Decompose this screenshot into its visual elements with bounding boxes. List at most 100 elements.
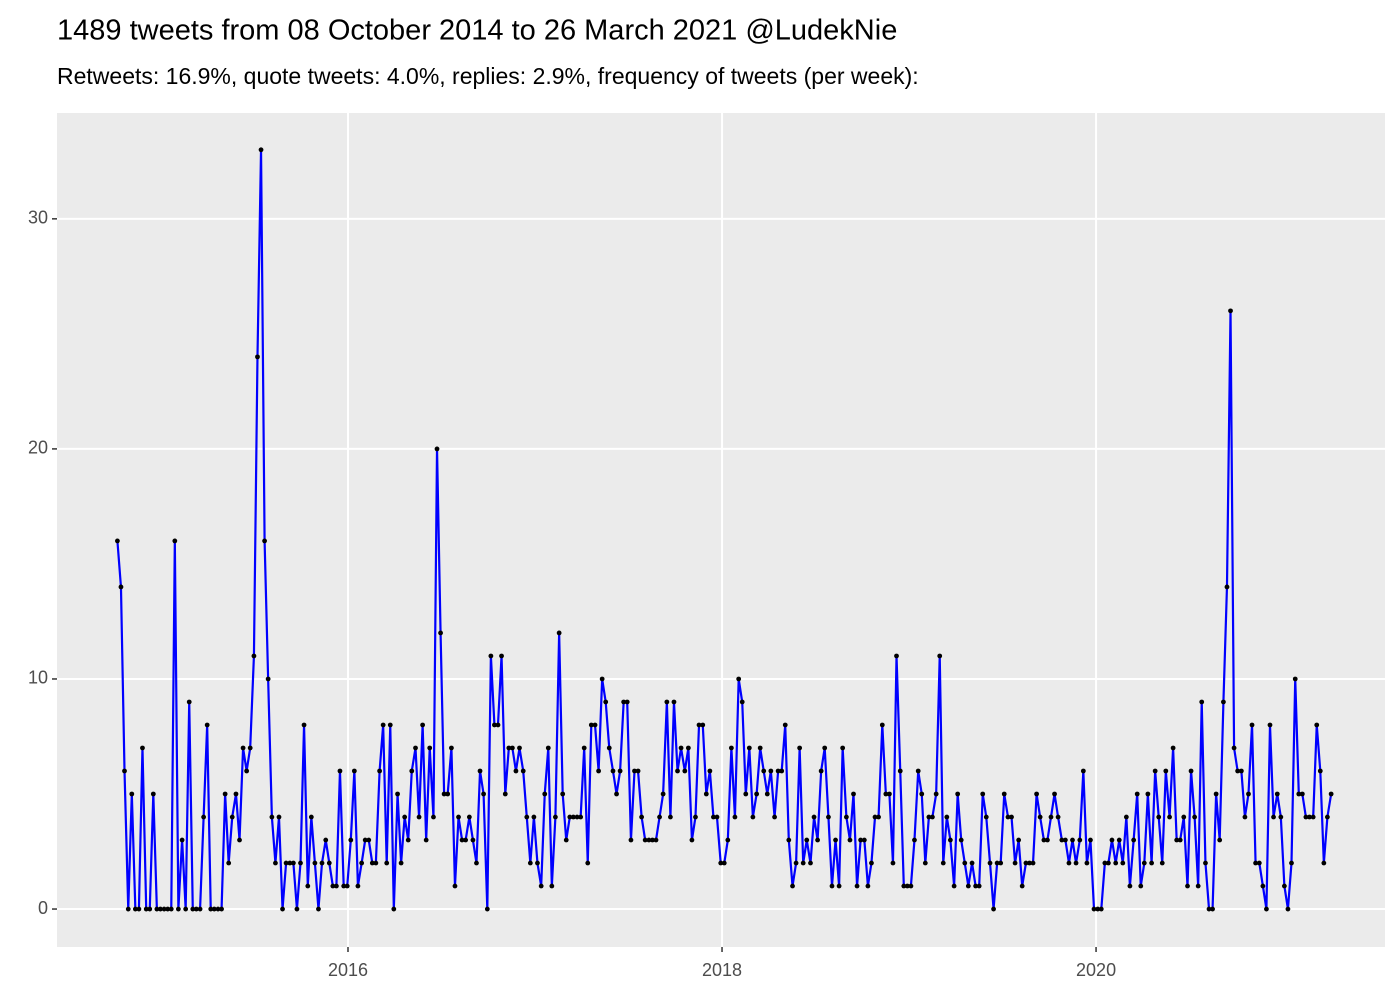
data-point (1145, 791, 1151, 797)
data-point (1206, 906, 1212, 912)
data-point (492, 722, 497, 728)
data-point (506, 745, 512, 751)
data-point (499, 653, 504, 659)
data-point (484, 906, 490, 912)
data-point (125, 906, 131, 912)
data-point (445, 791, 451, 797)
data-point (273, 860, 278, 866)
data-point (617, 768, 623, 774)
data-point (764, 791, 770, 797)
data-point (624, 699, 630, 705)
data-point (172, 538, 178, 544)
data-point (1152, 768, 1158, 774)
data-point (1005, 814, 1011, 820)
data-point (951, 883, 957, 889)
data-point (240, 745, 246, 751)
x-tick-label: 2018 (702, 960, 742, 980)
data-point (926, 814, 932, 820)
data-point (416, 814, 422, 820)
data-point (775, 768, 781, 774)
data-point (384, 860, 390, 866)
x-tick-label: 2016 (328, 960, 368, 980)
data-point (168, 906, 174, 912)
data-point (718, 860, 724, 866)
data-point (219, 906, 224, 912)
data-point (919, 791, 925, 797)
data-point (894, 653, 899, 659)
data-point (283, 860, 289, 866)
data-point (829, 883, 835, 889)
data-point (1012, 860, 1018, 866)
data-point (1213, 791, 1219, 797)
data-point (312, 860, 318, 866)
data-point (201, 814, 207, 820)
data-point (434, 446, 440, 452)
data-point (229, 814, 235, 820)
data-point (542, 791, 548, 797)
data-point (1109, 837, 1115, 843)
data-point (879, 722, 885, 728)
data-point (132, 906, 138, 912)
data-point (380, 722, 386, 728)
data-point (1048, 814, 1054, 820)
data-point (897, 768, 903, 774)
data-point (818, 768, 824, 774)
data-point (1034, 791, 1039, 797)
data-point (549, 883, 555, 889)
data-point (456, 814, 461, 820)
data-point (237, 837, 242, 843)
data-point (466, 814, 472, 820)
data-point (635, 768, 641, 774)
data-point (621, 699, 627, 705)
data-point (204, 722, 210, 728)
data-point (1163, 768, 1169, 774)
data-point (262, 538, 267, 544)
data-point (836, 883, 842, 889)
data-point (1321, 860, 1327, 866)
data-point (1256, 860, 1262, 866)
data-point (488, 653, 494, 659)
data-point (851, 791, 856, 797)
data-point (969, 860, 975, 866)
data-point (427, 745, 433, 751)
data-point (650, 837, 655, 843)
data-point (671, 699, 677, 705)
data-point (639, 814, 645, 820)
data-point (1170, 745, 1176, 751)
data-point (1077, 837, 1083, 843)
data-point (646, 837, 652, 843)
data-point (158, 906, 163, 912)
data-point (1084, 860, 1090, 866)
data-point (391, 906, 397, 912)
data-point (1181, 814, 1187, 820)
data-point (632, 768, 637, 774)
chart-subtitle: Retweets: 16.9%, quote tweets: 4.0%, rep… (57, 63, 919, 89)
data-point (524, 814, 530, 820)
data-point (994, 860, 1000, 866)
data-point (1238, 768, 1244, 774)
data-point (244, 768, 250, 774)
data-point (725, 837, 731, 843)
data-point (1041, 837, 1047, 843)
data-point (682, 768, 688, 774)
data-point (750, 814, 756, 820)
data-point (477, 768, 483, 774)
data-point (1052, 791, 1057, 797)
data-point (761, 768, 767, 774)
data-point (395, 791, 400, 797)
data-point (1149, 860, 1155, 866)
data-point (215, 906, 221, 912)
data-point (872, 814, 878, 820)
data-point (247, 745, 253, 751)
data-point (560, 791, 566, 797)
data-point (502, 791, 508, 797)
data-point (538, 883, 544, 889)
data-point (1285, 906, 1291, 912)
data-point (398, 860, 404, 866)
data-point (147, 906, 153, 912)
data-point (287, 860, 293, 866)
data-point (179, 837, 185, 843)
data-point (470, 837, 476, 843)
data-point (1070, 837, 1075, 843)
data-point (944, 814, 950, 820)
